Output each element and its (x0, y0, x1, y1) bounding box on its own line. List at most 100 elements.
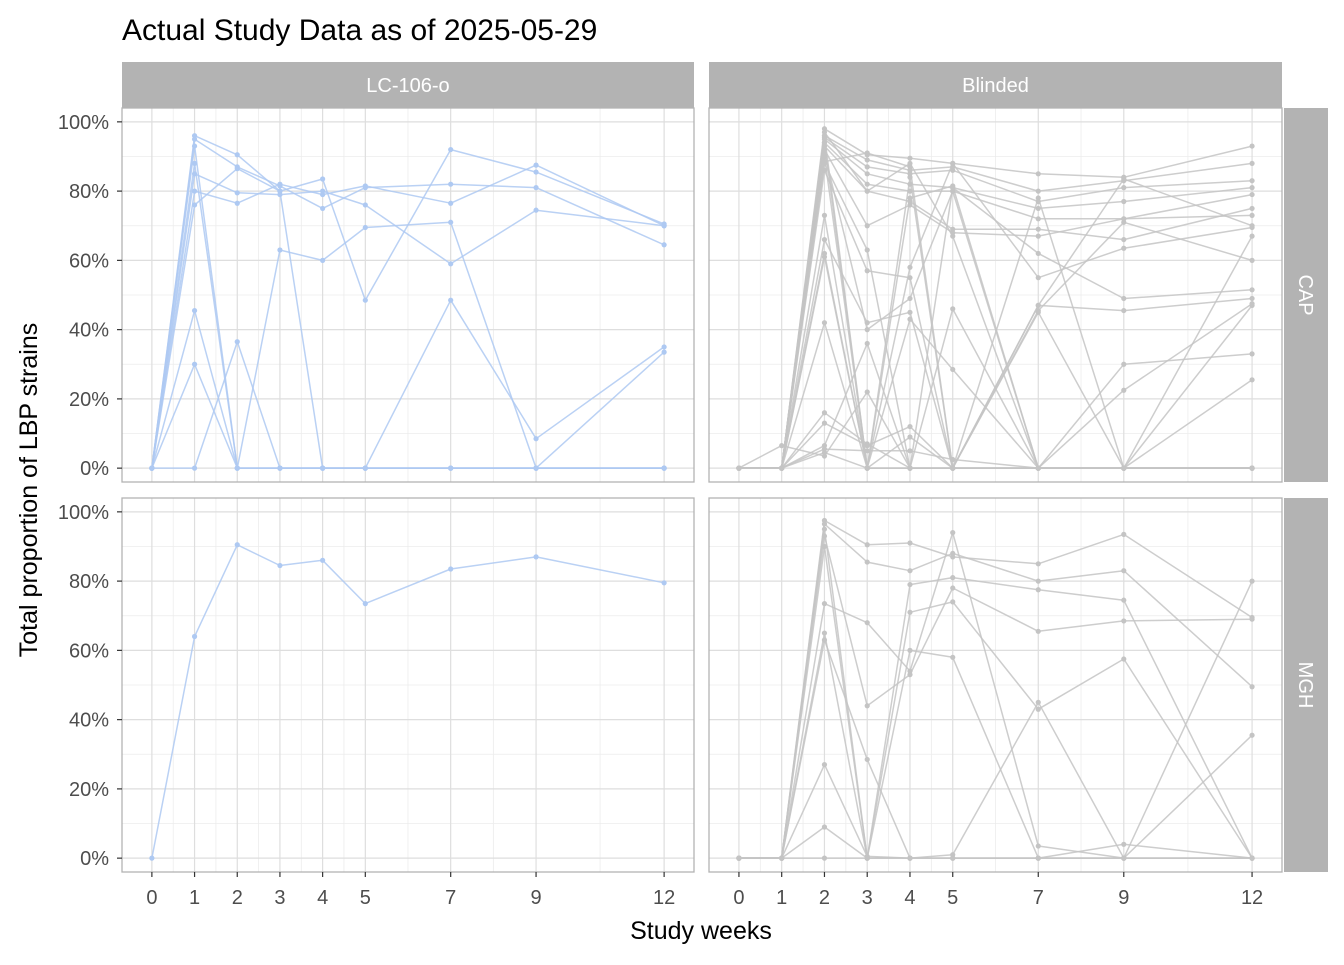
data-point (191, 307, 198, 314)
data-point (1249, 191, 1255, 198)
data-point (821, 762, 828, 768)
data-point (320, 176, 326, 182)
data-point (950, 167, 956, 173)
data-point (448, 200, 454, 206)
data-point (1121, 465, 1127, 471)
data-point (821, 446, 828, 452)
data-point (821, 420, 828, 426)
data-point (821, 453, 828, 459)
data-point (779, 443, 785, 449)
panel-blinded-cap (708, 107, 1283, 483)
x-tick-label: 5 (360, 887, 371, 909)
strip-label: MGH (1294, 662, 1316, 709)
x-tick-label: 2 (819, 887, 830, 909)
data-point (864, 164, 870, 170)
data-point (907, 423, 913, 430)
panel-lc-106-o-mgh (121, 497, 695, 873)
y-tick-label: 100% (58, 112, 109, 134)
data-point (779, 465, 785, 471)
row-strip: MGH (1284, 498, 1328, 872)
x-tick-label: 0 (733, 887, 744, 909)
data-point (149, 465, 155, 471)
data-point (907, 316, 913, 322)
data-point (448, 219, 454, 225)
x-tick-label: 7 (445, 887, 456, 909)
data-point (907, 448, 913, 454)
data-point (191, 202, 198, 208)
data-point (821, 543, 828, 550)
data-point (864, 327, 870, 333)
data-point (821, 601, 828, 607)
data-point (448, 181, 454, 187)
data-point (907, 540, 913, 546)
data-point (1121, 855, 1127, 861)
data-point (1035, 216, 1041, 222)
data-point (864, 268, 870, 274)
data-point (907, 609, 913, 615)
data-point (821, 630, 828, 636)
data-point (1121, 245, 1127, 251)
data-point (1249, 160, 1255, 167)
data-point (864, 340, 870, 347)
data-point (821, 855, 828, 861)
data-point (1249, 732, 1255, 738)
data-point (1035, 250, 1041, 257)
data-point (864, 181, 870, 187)
data-point (821, 526, 828, 532)
data-point (907, 581, 913, 588)
data-point (907, 295, 913, 302)
data-point (1121, 387, 1127, 393)
data-point (1249, 287, 1255, 293)
data-point (864, 247, 870, 253)
data-point (864, 559, 870, 565)
data-point (661, 465, 667, 471)
data-point (191, 143, 198, 149)
x-tick-label: 1 (189, 887, 200, 909)
data-point (320, 557, 326, 563)
data-point (1121, 841, 1127, 847)
data-point (1035, 195, 1041, 201)
data-point (907, 465, 913, 471)
row-strip: CAP (1284, 108, 1328, 482)
data-point (907, 647, 913, 653)
data-point (864, 150, 870, 156)
data-point (661, 223, 667, 229)
strip-background (1284, 498, 1328, 872)
data-point (907, 164, 913, 170)
strip-label: Blinded (962, 75, 1029, 97)
x-tick-label: 9 (1118, 887, 1129, 909)
data-point (1249, 377, 1255, 383)
data-point (448, 146, 454, 153)
data-point (950, 160, 956, 167)
data-point (1035, 578, 1041, 584)
strip-background (709, 62, 1282, 108)
data-point (950, 306, 956, 312)
data-point (950, 575, 956, 581)
data-point (362, 224, 368, 231)
data-point (821, 533, 828, 539)
data-point (149, 855, 155, 861)
data-point (779, 855, 785, 861)
y-tick-label: 60% (69, 250, 109, 272)
strip-label: LC-106-o (366, 75, 449, 97)
x-tick-label: 0 (146, 887, 157, 909)
data-point (864, 171, 870, 177)
data-point (1121, 656, 1127, 662)
data-point (950, 855, 956, 861)
x-tick-label: 12 (653, 887, 675, 909)
data-point (1249, 302, 1255, 308)
data-point (1035, 226, 1041, 232)
panel-border (121, 497, 695, 873)
x-tick-label: 1 (776, 887, 787, 909)
data-point (191, 136, 198, 142)
data-point (950, 530, 956, 536)
x-tick-label: 5 (947, 887, 958, 909)
data-point (907, 855, 913, 861)
data-point (907, 668, 913, 674)
data-point (320, 465, 326, 471)
data-point (191, 188, 198, 194)
data-point (533, 185, 539, 191)
data-point (320, 205, 326, 212)
data-point (1249, 233, 1255, 239)
data-point (661, 242, 667, 248)
